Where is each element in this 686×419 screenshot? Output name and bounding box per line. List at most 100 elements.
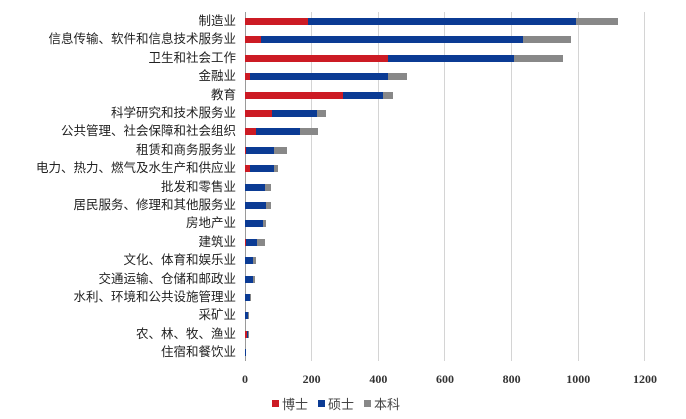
- category-label: 住宿和餐饮业: [160, 344, 236, 360]
- category-label: 居民服务、修理和其他服务业: [73, 197, 236, 212]
- bar-row: [245, 128, 318, 136]
- category-label: 电力、热力、燃气及水生产和供应业: [35, 160, 236, 176]
- legend-label: 博士: [282, 398, 309, 413]
- category-label: 采矿业: [198, 307, 236, 323]
- bar-segment-bachelor: [514, 54, 564, 62]
- bar-segment-master: [261, 36, 524, 44]
- category-label: 水利、环境和公共设施管理业: [73, 289, 236, 304]
- bar-row: [245, 183, 272, 191]
- category-label: 金融业: [198, 68, 236, 84]
- x-tick-label: 600: [435, 372, 454, 386]
- gridline: [511, 12, 513, 361]
- bar-segment-bachelor: [300, 128, 318, 136]
- legend-swatch-icon: [318, 400, 326, 407]
- bar-row: [245, 330, 248, 338]
- bar-segment-master: [245, 312, 249, 320]
- bar-segment-bachelor: [382, 91, 394, 99]
- bar-segment-master: [249, 73, 388, 81]
- bar-segment-bachelor: [273, 146, 288, 154]
- bar-row: [245, 146, 288, 154]
- legend-swatch-icon: [364, 400, 372, 407]
- gridline: [444, 12, 446, 361]
- bar-segment-bachelor: [264, 183, 272, 191]
- bar-segment-master: [245, 183, 265, 191]
- bar-segment-bachelor: [252, 257, 256, 265]
- bar-segment-phd: [245, 36, 262, 44]
- bar-segment-master: [245, 146, 274, 154]
- legend-item: 博士: [272, 394, 308, 413]
- bar-row: [245, 238, 265, 246]
- legend: 博士 硕士 本科: [272, 394, 410, 413]
- bar-segment-bachelor: [575, 18, 619, 25]
- gridline: [577, 12, 579, 361]
- x-tick-label: 800: [502, 372, 521, 386]
- bar-row: [245, 294, 251, 301]
- category-label: 文化、体育和娱乐业: [123, 252, 236, 268]
- bar-segment-phd: [245, 110, 272, 117]
- bar-segment-phd: [245, 146, 246, 154]
- bar-row: [245, 312, 249, 320]
- bar-row: [245, 73, 408, 81]
- bar-segment-master: [245, 220, 263, 228]
- legend-item: 硕士: [318, 394, 354, 413]
- bar-segment-phd: [245, 128, 256, 136]
- bar-segment-phd: [245, 91, 344, 99]
- category-label: 制造业: [198, 13, 236, 28]
- bar-row: [245, 54, 564, 62]
- bar-segment-phd: [245, 165, 251, 173]
- bar-segment-bachelor: [256, 238, 265, 246]
- bar-row: [245, 257, 256, 265]
- legend-swatch-icon: [272, 400, 279, 407]
- bar-segment-master: [245, 294, 251, 301]
- category-label: 农、林、牧、渔业: [135, 325, 236, 341]
- bar-segment-phd: [245, 330, 247, 338]
- legend-item: 本科: [364, 394, 400, 413]
- bar-row: [245, 110, 326, 117]
- x-tick-label: 1200: [632, 372, 657, 386]
- x-tick-label: 200: [302, 372, 321, 386]
- bar-row: [245, 36, 571, 44]
- bar-row: [245, 202, 271, 209]
- category-label: 房地产业: [185, 215, 236, 231]
- bar-segment-master: [343, 91, 383, 99]
- bar-segment-bachelor: [262, 220, 266, 228]
- bar-segment-phd: [245, 238, 247, 246]
- category-label: 租赁和商务服务业: [135, 141, 236, 157]
- category-label: 建筑业: [198, 233, 236, 249]
- bar-segment-bachelor: [253, 275, 255, 283]
- category-label: 批发和零售业: [160, 178, 236, 194]
- x-tick-label: 400: [369, 372, 388, 386]
- gridline: [377, 12, 379, 361]
- category-label: 信息传输、软件和信息技术服务业: [48, 31, 236, 47]
- bar-row: [245, 91, 394, 99]
- category-label: 公共管理、社会保障和社会组织: [60, 123, 236, 139]
- category-label: 科学研究和技术服务业: [110, 105, 236, 120]
- bar-segment-master: [245, 257, 253, 265]
- bar-segment-bachelor: [317, 110, 326, 117]
- bar-segment-bachelor: [250, 294, 251, 301]
- bar-segment-bachelor: [274, 165, 278, 173]
- x-tick-label: 1000: [566, 372, 591, 386]
- gridline: [311, 12, 313, 361]
- bar-segment-bachelor: [265, 202, 271, 209]
- bar-segment-master: [255, 128, 301, 136]
- bar-segment-phd: [245, 54, 389, 62]
- bar-segment-master: [246, 330, 248, 338]
- bar-row: [245, 275, 255, 283]
- bar-segment-master: [307, 18, 576, 25]
- legend-label: 本科: [374, 398, 401, 413]
- bar-row: [245, 220, 266, 228]
- bar-segment-master: [250, 165, 275, 173]
- bar-segment-phd: [245, 18, 308, 25]
- bar-segment-bachelor: [523, 36, 571, 44]
- bar-segment-master: [245, 275, 254, 283]
- bar-segment-master: [246, 238, 257, 246]
- bar-segment-phd: [245, 73, 250, 81]
- category-label: 卫生和社会工作: [148, 49, 236, 65]
- gridline: [644, 12, 646, 361]
- bar-row: [245, 165, 278, 173]
- category-label: 交通运输、仓储和邮政业: [98, 270, 236, 286]
- x-tick-label: 0: [242, 372, 248, 386]
- bar-row: [245, 18, 619, 25]
